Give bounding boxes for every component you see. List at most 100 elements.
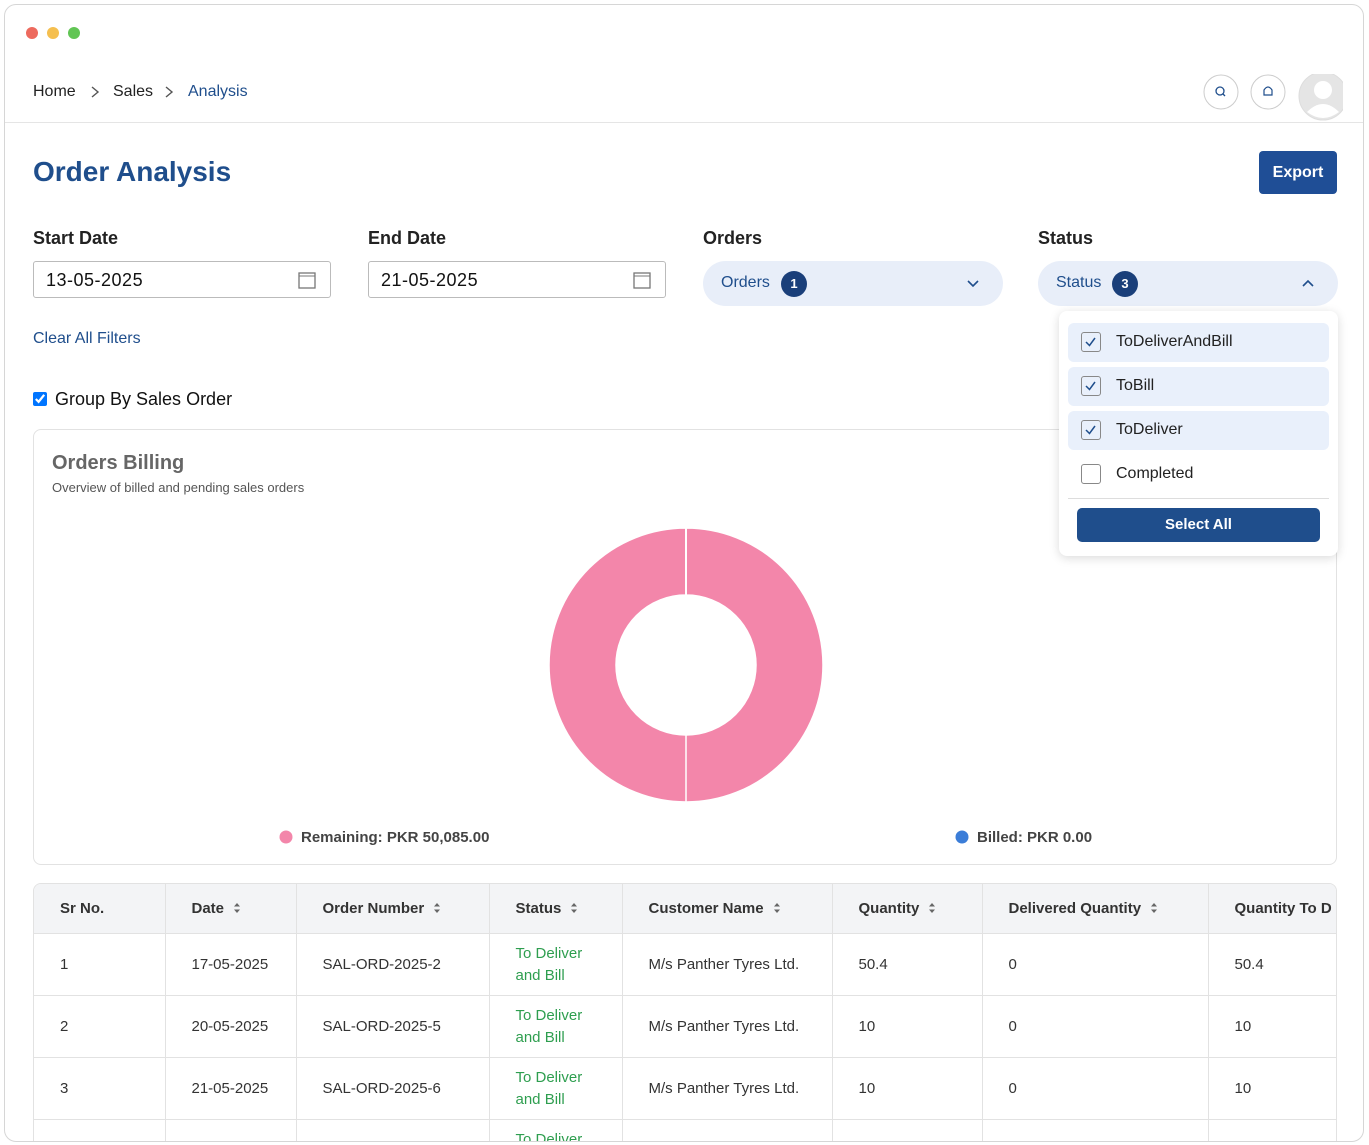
breadcrumb-item[interactable]: Sales [113,83,154,100]
legend-label: Billed: PKR 0.00 [977,829,1092,846]
cell-text: 02-05-2025 [192,1142,269,1143]
status-dropdown: Select All ToDeliverAndBill ToBill ToDeliv… [1059,311,1338,556]
column-header[interactable]: Date [165,884,297,934]
dropdown-option[interactable]: Completed [1068,455,1329,494]
header-row: Sr No. Date Order Number Status Customer Nam… [34,884,1336,934]
column-header: Sr No. [34,884,166,934]
orders-table: Sr No. Date Order Number Status Customer Nam… [34,884,1336,1143]
sort-icon[interactable] [424,900,450,916]
legend-label: Remaining: PKR 50,085.00 [301,829,489,846]
column-label: Status [515,900,562,917]
sort-icon[interactable] [1141,900,1167,916]
clear-filters-link[interactable]: Clear All Filters [33,330,141,347]
table-row: 3 21-05-2025 SAL-ORD-2025-6 To Deliver and … [34,1057,1336,1120]
column-header[interactable]: Order Number [296,884,490,934]
status-text: To Deliver and Bill [515,1068,583,1108]
filter-label: Start Date [33,228,119,248]
cell-text: M/s Panther Tyres Ltd. [648,1079,800,1097]
cell-text: 20-05-2025 [191,1017,269,1035]
column-label: Quantity To D [1234,900,1332,917]
table-cell [296,1119,490,1141]
table-cell: 10 [1208,995,1336,1058]
search-button[interactable] [1203,74,1239,110]
column-header[interactable]: Customer Name [622,884,833,934]
orders-select[interactable]: Orders 1 [703,261,1003,306]
status-text: To Deliver and Bill [515,944,583,984]
table-cell: M/s Panther Tyres Ltd. [622,1057,833,1120]
date-value: 21-05-2025 [381,270,479,290]
zoom-dot[interactable] [68,27,80,39]
table-cell: 10 [832,995,983,1058]
count-badge: 1 [781,271,807,297]
table-cell [34,1119,166,1141]
table-cell: 3 [34,1057,166,1120]
cell-text: 10 [1234,1017,1252,1035]
dropdown-option[interactable]: ToBill [1068,367,1329,406]
chart-subtitle: Overview of billed and pending sales ord… [52,480,305,495]
table-cell: 10 [832,1057,983,1120]
table-cell: SAL-ORD-2025-2 [296,933,490,996]
group-by-checkbox[interactable] [33,392,47,406]
cell-text: 50.4 [858,955,888,973]
dropdown-option[interactable]: ToDeliver [1068,411,1329,450]
select-all-button[interactable]: Select All [1077,508,1320,542]
column-header[interactable]: Quantity To D [1208,884,1336,934]
column-header[interactable]: Delivered Quantity [982,884,1209,934]
column-label: Sr No. [60,900,105,917]
table-cell [832,1119,983,1141]
cell-text: SAL-ORD-2025-5 [322,1017,441,1035]
donut-chart: Remaining: PKR 50,085.00 Billed: PKR 0.00 [279,527,1092,846]
cell-text: SAL-ORD-2025-6 [322,1079,441,1097]
cell-text: 10 [1234,1079,1252,1097]
breadcrumb-item[interactable]: Home [33,83,76,100]
table-row: 2 20-05-2025 SAL-ORD-2025-5 To Deliver and … [34,995,1336,1058]
date-input[interactable]: 13-05-2025 [33,261,331,298]
option-checkbox[interactable] [1081,376,1101,396]
chevron [165,86,174,98]
dropdown-divider [1068,498,1329,499]
header-divider [5,122,1363,123]
cell-text: M/s Panther Tyres Ltd. [648,1017,800,1035]
option-checkbox[interactable] [1081,464,1101,484]
table-cell: To Deliver and Bill [489,995,623,1058]
export-button[interactable]: Export [1259,151,1337,194]
option-checkbox[interactable] [1081,420,1101,440]
cell-text: 0 [1008,955,1017,973]
column-header[interactable]: Quantity [832,884,983,934]
filter-label: End Date [368,228,447,248]
table-cell: M/s Panther Tyres Ltd. [622,1119,833,1141]
dropdown-option[interactable]: ToDeliverAndBill [1068,323,1329,362]
date-input[interactable]: 21-05-2025 [368,261,666,298]
table-cell: To Deliver and Bill [489,933,623,996]
sort-icon[interactable] [764,900,790,916]
sort-icon[interactable] [561,900,587,916]
sort-icon[interactable] [919,900,945,916]
column-label: Order Number [322,900,425,917]
table-cell: 0 [982,1057,1209,1120]
page-title: Order Analysis [33,156,232,187]
close-dot[interactable] [26,27,38,39]
status-select[interactable]: Status 3 [1038,261,1338,306]
column-header[interactable]: Status [489,884,623,934]
legend-swatch [279,830,293,844]
minimize-dot[interactable] [47,27,59,39]
sort-icon[interactable] [224,900,250,916]
filter-label: Orders [703,228,763,248]
table-container: Sr No. Date Order Number Status Customer Nam… [33,883,1337,1143]
status-text: To Deliver and Bill [515,1130,583,1142]
breadcrumb-current: Analysis [188,83,248,100]
select-placeholder: Status [1056,274,1102,291]
table-cell: 50.4 [1208,933,1336,996]
calendar-icon [298,272,316,289]
table-cell: 0 [982,933,1209,996]
table-cell: 02-05-2025 [165,1119,297,1143]
cell-text: 21-05-2025 [191,1079,269,1097]
notification-button[interactable] [1250,74,1286,110]
option-checkbox[interactable] [1081,332,1101,352]
header-icons [1203,74,1343,121]
cell-text: SAL-ORD-2025-2 [322,955,441,973]
chevron-up [1302,279,1314,287]
table-cell: M/s Panther Tyres Ltd. [622,933,833,996]
cell-text: 0 [1008,1017,1017,1035]
count-badge: 3 [1112,271,1138,297]
